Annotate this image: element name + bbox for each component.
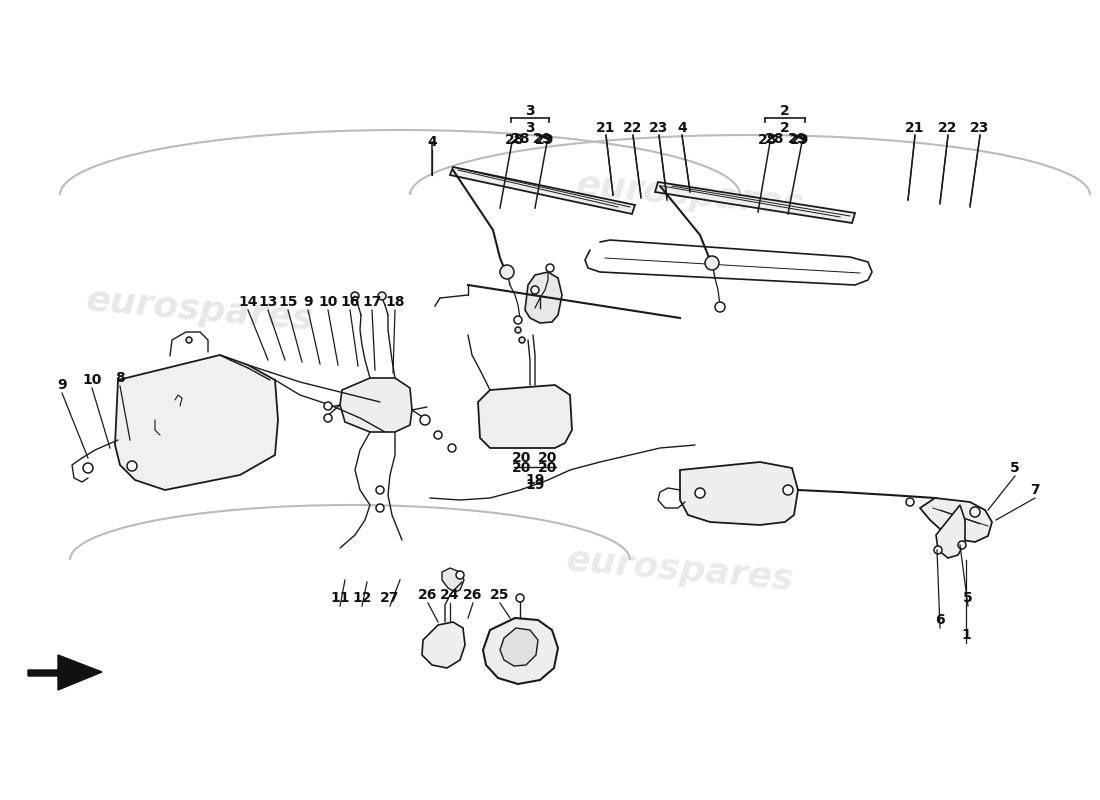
Text: 10: 10 bbox=[82, 373, 101, 387]
Polygon shape bbox=[442, 568, 464, 592]
Polygon shape bbox=[422, 622, 465, 668]
Text: 21: 21 bbox=[905, 121, 925, 135]
Circle shape bbox=[82, 463, 94, 473]
Circle shape bbox=[519, 337, 525, 343]
Circle shape bbox=[970, 507, 980, 517]
Text: 2: 2 bbox=[780, 121, 790, 135]
Circle shape bbox=[376, 504, 384, 512]
Text: 22: 22 bbox=[624, 121, 642, 135]
Circle shape bbox=[514, 316, 522, 324]
Text: 5: 5 bbox=[1010, 461, 1020, 475]
Circle shape bbox=[958, 541, 966, 549]
Text: 28: 28 bbox=[766, 132, 784, 146]
Circle shape bbox=[351, 292, 359, 300]
Text: 11: 11 bbox=[330, 591, 350, 605]
Text: 9: 9 bbox=[57, 378, 67, 392]
Polygon shape bbox=[680, 462, 798, 525]
Text: 12: 12 bbox=[352, 591, 372, 605]
Circle shape bbox=[378, 292, 386, 300]
Text: 21: 21 bbox=[596, 121, 616, 135]
Circle shape bbox=[516, 594, 524, 602]
Text: eurospares: eurospares bbox=[85, 283, 316, 337]
Text: 17: 17 bbox=[362, 295, 382, 309]
Text: 26: 26 bbox=[418, 588, 438, 602]
Text: 6: 6 bbox=[935, 613, 945, 627]
Circle shape bbox=[376, 486, 384, 494]
Text: 25: 25 bbox=[491, 588, 509, 602]
Text: 3: 3 bbox=[525, 121, 535, 135]
Text: 28: 28 bbox=[510, 132, 530, 146]
Text: 20: 20 bbox=[538, 461, 558, 475]
Polygon shape bbox=[340, 378, 412, 432]
Text: 20: 20 bbox=[513, 451, 531, 465]
Text: 13: 13 bbox=[258, 295, 277, 309]
Polygon shape bbox=[478, 385, 572, 448]
Circle shape bbox=[906, 498, 914, 506]
Circle shape bbox=[126, 461, 138, 471]
Text: 29: 29 bbox=[532, 132, 552, 146]
Circle shape bbox=[500, 265, 514, 279]
Circle shape bbox=[715, 302, 725, 312]
Text: 27: 27 bbox=[381, 591, 399, 605]
Text: 24: 24 bbox=[440, 588, 460, 602]
Text: eurospares: eurospares bbox=[574, 168, 805, 222]
Text: 29: 29 bbox=[790, 133, 810, 147]
Text: 18: 18 bbox=[385, 295, 405, 309]
Polygon shape bbox=[936, 505, 965, 558]
Text: 20: 20 bbox=[513, 461, 531, 475]
Circle shape bbox=[546, 264, 554, 272]
Text: 28: 28 bbox=[758, 133, 778, 147]
Text: 7: 7 bbox=[1031, 483, 1040, 497]
Text: 4: 4 bbox=[427, 135, 437, 149]
Text: 3: 3 bbox=[525, 104, 535, 118]
Circle shape bbox=[186, 337, 192, 343]
Text: 2: 2 bbox=[780, 104, 790, 118]
Text: 4: 4 bbox=[678, 121, 686, 135]
Circle shape bbox=[434, 431, 442, 439]
Circle shape bbox=[324, 402, 332, 410]
Text: 19: 19 bbox=[526, 478, 544, 492]
Text: 16: 16 bbox=[340, 295, 360, 309]
Text: 29: 29 bbox=[536, 133, 554, 147]
Text: 23: 23 bbox=[649, 121, 669, 135]
Text: 9: 9 bbox=[304, 295, 312, 309]
Circle shape bbox=[695, 488, 705, 498]
Text: 8: 8 bbox=[116, 371, 125, 385]
Text: 26: 26 bbox=[463, 588, 483, 602]
Text: 22: 22 bbox=[938, 121, 958, 135]
Text: 1: 1 bbox=[961, 628, 971, 642]
Circle shape bbox=[783, 485, 793, 495]
Text: eurospares: eurospares bbox=[564, 543, 795, 597]
Circle shape bbox=[705, 256, 719, 270]
Text: 20: 20 bbox=[538, 451, 558, 465]
Polygon shape bbox=[525, 272, 562, 323]
Circle shape bbox=[420, 415, 430, 425]
Text: 28: 28 bbox=[505, 133, 525, 147]
Polygon shape bbox=[483, 618, 558, 684]
Polygon shape bbox=[450, 167, 635, 214]
Text: 23: 23 bbox=[970, 121, 990, 135]
Text: 15: 15 bbox=[278, 295, 298, 309]
Text: 29: 29 bbox=[789, 132, 807, 146]
Text: 14: 14 bbox=[239, 295, 257, 309]
Text: 19: 19 bbox=[526, 473, 544, 487]
Polygon shape bbox=[654, 182, 855, 223]
Polygon shape bbox=[500, 628, 538, 666]
Polygon shape bbox=[920, 498, 992, 542]
Polygon shape bbox=[28, 655, 102, 690]
Circle shape bbox=[448, 444, 456, 452]
Circle shape bbox=[515, 327, 521, 333]
Text: 10: 10 bbox=[318, 295, 338, 309]
Text: 5: 5 bbox=[964, 591, 972, 605]
Circle shape bbox=[934, 546, 942, 554]
Circle shape bbox=[531, 286, 539, 294]
Circle shape bbox=[324, 414, 332, 422]
Circle shape bbox=[456, 571, 464, 579]
Polygon shape bbox=[116, 355, 278, 490]
